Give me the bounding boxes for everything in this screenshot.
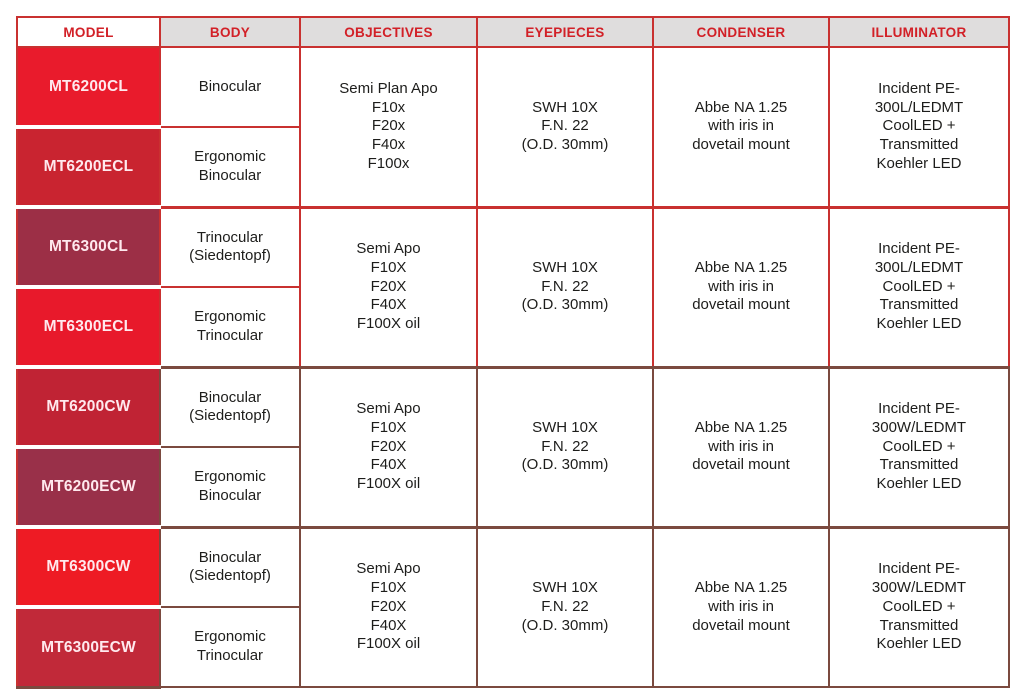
table-row: MT6200ECW Ergonomic Binocular xyxy=(17,446,1009,529)
column-header-condenser: CONDENSER xyxy=(652,16,830,48)
table-row: MT6200CL Binocular Semi Plan Apo F10x F2… xyxy=(17,46,1010,208)
body-cell: Ergonomic Trinocular xyxy=(159,606,301,688)
objectives-cell: Semi Apo F10X F20X F40X F100X oil xyxy=(299,365,478,528)
eyepieces-cell: SWH 10X F.N. 22 (O.D. 30mm) xyxy=(476,365,654,528)
illuminator-cell: Incident PE- 300W/LEDMT CoolLED + Transm… xyxy=(828,365,1010,528)
model-cell: MT6300CW xyxy=(17,527,160,609)
column-header-body: BODY xyxy=(159,16,301,48)
objectives-cell: Semi Plan Apo F10x F20x F40x F100x xyxy=(299,46,478,208)
objectives-cell: Semi Apo F10X F20X F40X F100X oil xyxy=(299,525,478,688)
column-header-objectives: OBJECTIVES xyxy=(299,16,478,48)
column-header-illuminator: ILLUMINATOR xyxy=(828,16,1010,48)
body-cell: Binocular (Siedentopf) xyxy=(159,525,301,608)
body-cell: Ergonomic Binocular xyxy=(159,446,301,528)
body-cell: Trinocular (Siedentopf) xyxy=(159,205,301,288)
model-group-mt6300cl: MT6300CL Trinocular (Siedentopf) Semi Ap… xyxy=(17,205,1010,369)
column-header-model: MODEL xyxy=(16,16,161,48)
header-row: MODEL BODY OBJECTIVES EYEPIECES CONDENSE… xyxy=(16,16,1010,48)
table-row: MT6300ECL Ergonomic Trinocular xyxy=(17,286,1009,369)
body-cell: Ergonomic Trinocular xyxy=(159,286,301,368)
model-cell: MT6200CL xyxy=(17,47,160,129)
column-header-eyepieces: EYEPIECES xyxy=(476,16,654,48)
model-cell: MT6200ECW xyxy=(17,447,160,529)
eyepieces-cell: SWH 10X F.N. 22 (O.D. 30mm) xyxy=(476,46,654,208)
model-group-mt6300cw: MT6300CW Binocular (Siedentopf) Semi Apo… xyxy=(17,525,1010,689)
objectives-cell: Semi Apo F10X F20X F40X F100X oil xyxy=(299,205,478,368)
body-cell: Binocular (Siedentopf) xyxy=(159,365,301,448)
spec-table: MODEL BODY OBJECTIVES EYEPIECES CONDENSE… xyxy=(16,16,1010,689)
illuminator-cell: Incident PE- 300L/LEDMT CoolLED + Transm… xyxy=(828,46,1010,208)
model-cell: MT6300ECW xyxy=(17,607,160,689)
eyepieces-cell: SWH 10X F.N. 22 (O.D. 30mm) xyxy=(476,205,654,368)
table-header: MODEL BODY OBJECTIVES EYEPIECES CONDENSE… xyxy=(16,16,1010,48)
table-row: MT6200CW Binocular (Siedentopf) Semi Apo… xyxy=(17,365,1010,528)
table-row: MT6300CL Trinocular (Siedentopf) Semi Ap… xyxy=(17,205,1010,368)
condenser-cell: Abbe NA 1.25 with iris in dovetail mount xyxy=(652,46,830,208)
condenser-cell: Abbe NA 1.25 with iris in dovetail mount xyxy=(652,525,830,688)
model-group-mt6200cl: MT6200CL Binocular Semi Plan Apo F10x F2… xyxy=(17,46,1010,209)
model-cell: MT6200ECL xyxy=(17,127,160,209)
table-row: MT6300CW Binocular (Siedentopf) Semi Apo… xyxy=(17,525,1010,688)
illuminator-cell: Incident PE- 300L/LEDMT CoolLED + Transm… xyxy=(828,205,1010,368)
condenser-cell: Abbe NA 1.25 with iris in dovetail mount xyxy=(652,365,830,528)
model-cell: MT6200CW xyxy=(17,367,160,449)
body-cell: Binocular xyxy=(159,46,301,128)
model-group-mt6200cw: MT6200CW Binocular (Siedentopf) Semi Apo… xyxy=(17,365,1010,529)
illuminator-cell: Incident PE- 300W/LEDMT CoolLED + Transm… xyxy=(828,525,1010,688)
model-cell: MT6300CL xyxy=(17,207,160,289)
condenser-cell: Abbe NA 1.25 with iris in dovetail mount xyxy=(652,205,830,368)
table-row: MT6200ECL Ergonomic Binocular xyxy=(17,126,1009,209)
body-cell: Ergonomic Binocular xyxy=(159,126,301,208)
table-row: MT6300ECW Ergonomic Trinocular xyxy=(17,606,1009,689)
model-cell: MT6300ECL xyxy=(17,287,160,369)
eyepieces-cell: SWH 10X F.N. 22 (O.D. 30mm) xyxy=(476,525,654,688)
